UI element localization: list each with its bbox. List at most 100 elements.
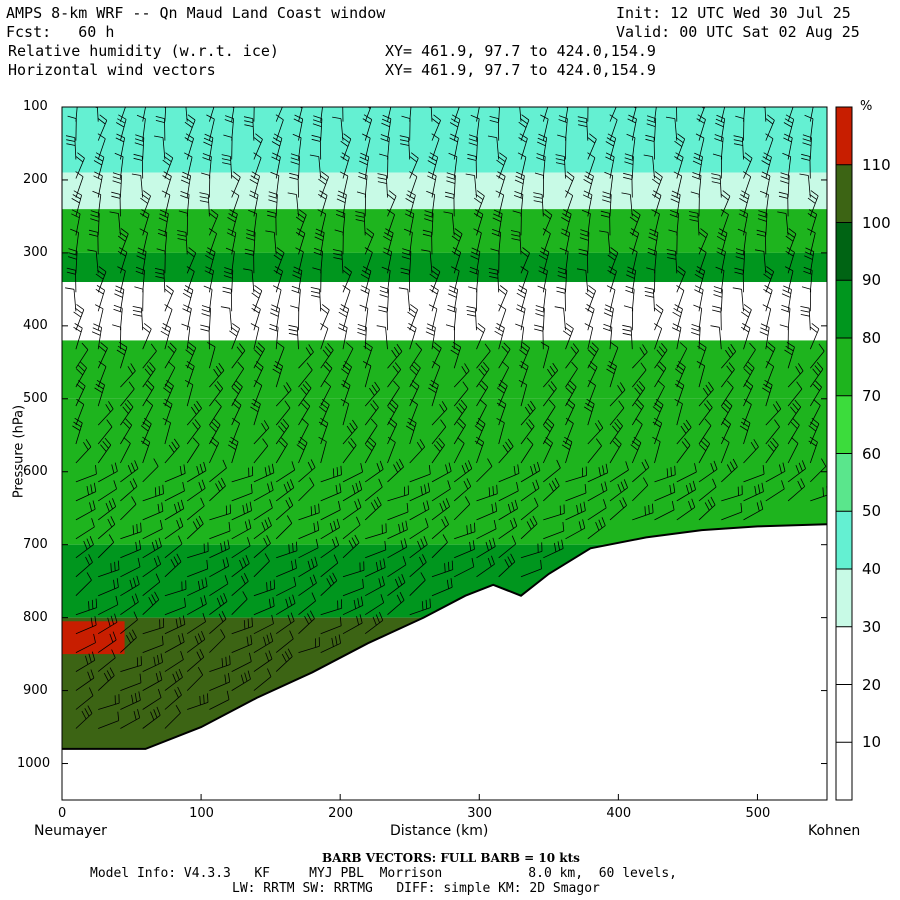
wind-barb [186,419,201,445]
wind-barb [275,400,291,426]
wind-barb [155,116,166,141]
wind-barb [761,152,772,179]
wind-barb [273,266,283,293]
wind-barb [692,152,703,179]
wind-barb [318,417,329,445]
wind-barb [556,286,566,312]
wind-barb [653,323,663,350]
wind-barb [142,591,160,615]
wind-barb [540,342,550,369]
wind-barb [476,520,497,540]
wind-barb [271,133,283,160]
wind-barb [498,342,511,369]
wind-barb [365,523,387,540]
wind-barb [250,323,260,350]
wind-barb [223,134,233,160]
wind-barb [498,285,508,312]
wind-barb [489,116,500,141]
wind-barb [342,342,354,369]
wind-barb [760,107,767,122]
wind-barb [116,114,127,141]
wind-barb [765,419,780,445]
wind-barb [342,614,363,635]
wind-barb [387,343,403,369]
wind-barb [740,323,751,350]
wind-barb [243,116,255,141]
wind-barb [689,211,700,236]
wind-barb [289,172,299,198]
x-tick-label: 0 [58,806,67,821]
wind-barb [342,578,364,597]
wind-barb [253,614,274,635]
wind-barb [676,266,686,293]
wind-barb [320,342,334,369]
wind-barb [735,248,746,274]
wind-barb [492,209,503,236]
wind-barb [356,191,366,217]
wind-barb [765,114,775,141]
wind-barb [743,152,753,179]
wind-barb [186,461,207,483]
wind-barb [632,503,654,521]
wind-barb [154,135,166,160]
wind-barb [643,154,655,179]
wind-barb [362,114,373,141]
wind-barb [763,266,775,293]
wind-barb [114,285,125,312]
wind-barb [200,324,210,350]
wind-barb [600,210,611,236]
wind-barb [209,459,227,483]
wind-barb [332,249,344,274]
wind-barb [75,633,96,653]
wind-barb [425,323,436,350]
wind-barb [298,521,320,540]
wind-barb [715,114,726,141]
wind-barb [312,267,322,293]
wind-barb [409,398,418,426]
wind-barb [120,107,126,122]
wind-barb [320,518,340,540]
wind-barb [487,135,500,160]
wind-barb [120,522,142,540]
wind-barb [632,477,649,502]
wind-barb [784,341,795,369]
wind-barb [720,190,731,217]
colorbar-segment [836,684,852,743]
wind-barb [498,499,518,521]
wind-barb [387,485,409,502]
wind-barb [496,417,505,445]
wind-barb [498,464,520,483]
wind-barb [253,133,263,160]
wind-barb [565,171,575,198]
wind-barb [91,323,102,350]
wind-barb [674,379,685,407]
wind-barb [132,306,144,331]
wind-barb [187,595,207,616]
wind-barb [780,172,790,198]
wind-barb [186,437,200,464]
wind-barb [674,133,686,160]
wind-barb [609,341,619,369]
wind-barb [75,687,94,710]
wind-barb [631,399,644,426]
wind-barb [184,379,194,407]
wind-barb [520,247,530,274]
wind-barb [720,436,730,464]
wind-barb [275,418,290,445]
wind-barb [97,480,117,502]
wind-barb [231,519,252,540]
colorbar-segment [836,742,852,800]
wind-barb [711,173,722,198]
wind-barb [520,437,534,464]
wind-barb [97,498,117,521]
wind-barb [136,247,147,274]
wind-barb [75,651,96,672]
wind-barb [453,496,471,521]
wind-barb [669,210,680,236]
colorbar-tick-label: 100 [862,213,891,232]
wind-barb [320,323,329,350]
wind-barb [476,343,491,369]
wind-barb [187,559,209,578]
wind-barb [142,706,161,729]
wind-barb [676,107,678,122]
